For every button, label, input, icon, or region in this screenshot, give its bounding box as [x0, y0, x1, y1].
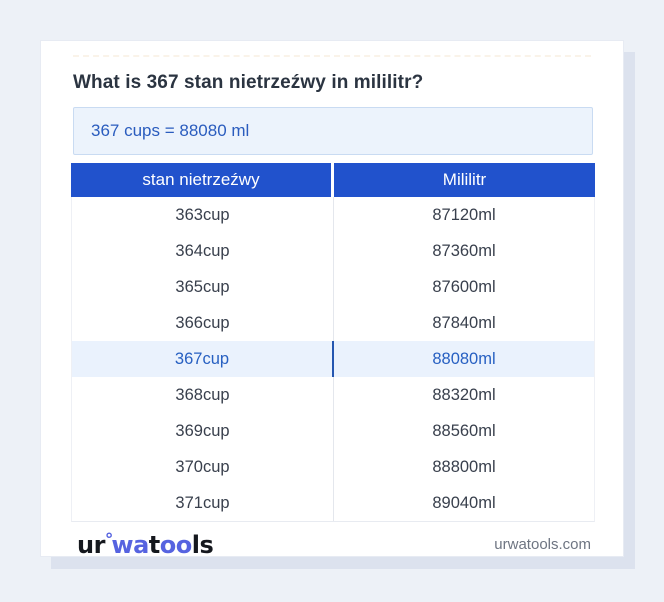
logo-part-oo: oo [159, 531, 192, 559]
decorative-dashed-line [73, 55, 591, 57]
cup-value: 366cup [72, 305, 334, 341]
table-header-mililitr: Mililitr [442, 170, 487, 189]
ml-value: 88080ml [432, 349, 496, 368]
table-row: 369cup 88560ml [72, 413, 594, 449]
logo-part-ur: ur [77, 531, 105, 559]
ml-value: 87840ml [432, 313, 496, 332]
ml-value: 88800ml [432, 457, 496, 476]
table-row: 366cup 87840ml [72, 305, 594, 341]
table-body: 363cup 87120ml 364cup 87360ml 365cup 87600ml 3… [71, 197, 595, 522]
ml-value: 87360ml [432, 241, 496, 260]
conversion-result-box: 367 cups = 88080 ml [73, 107, 593, 155]
table-row: 368cup 88320ml [72, 377, 594, 413]
ml-value: 87600ml [432, 277, 496, 296]
footer: ur°watools urwatools.com [77, 530, 591, 559]
cup-value: 367cup [72, 341, 334, 377]
conversion-card: What is 367 stan nietrzeźwy in mililitr?… [40, 40, 624, 559]
table-header-row: stan nietrzeźwy Mililitr [71, 163, 595, 197]
urwatools-logo[interactable]: ur°watools [77, 530, 214, 559]
table-row: 371cup 89040ml [72, 485, 594, 521]
conversion-result-text: 367 cups = 88080 ml [91, 121, 250, 140]
cup-value: 370cup [72, 449, 334, 485]
page-title: What is 367 stan nietrzeźwy in mililitr? [73, 72, 424, 93]
cup-value: 369cup [72, 413, 334, 449]
site-name: urwatools.com [494, 536, 591, 553]
table-row: 370cup 88800ml [72, 449, 594, 485]
cup-value: 364cup [72, 233, 334, 269]
cup-value: 371cup [72, 485, 334, 521]
cup-value: 363cup [72, 197, 334, 233]
logo-part-wa: wa [111, 531, 149, 559]
table-header-cups: stan nietrzeźwy [71, 163, 334, 197]
ml-value: 87120ml [432, 205, 496, 224]
ml-value: 89040ml [432, 493, 496, 512]
conversion-table: stan nietrzeźwy Mililitr 363cup 87120ml 36… [71, 163, 595, 522]
table-row-highlighted: 367cup 88080ml [72, 341, 594, 377]
logo-ring-icon: ° [104, 530, 113, 550]
ml-value: 88560ml [432, 421, 496, 440]
logo-part-t: t [148, 531, 160, 559]
logo-part-ls: ls [191, 531, 214, 559]
table-row: 364cup 87360ml [72, 233, 594, 269]
cup-value: 368cup [72, 377, 334, 413]
cup-value: 365cup [72, 269, 334, 305]
table-row: 365cup 87600ml [72, 269, 594, 305]
ml-value: 88320ml [432, 385, 496, 404]
table-row: 363cup 87120ml [72, 197, 594, 233]
